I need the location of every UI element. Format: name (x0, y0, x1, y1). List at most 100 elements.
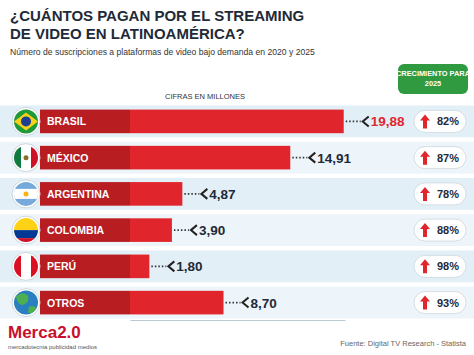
category-label: PERÚ (47, 260, 76, 272)
category-box (40, 255, 130, 279)
flag-part (14, 112, 38, 130)
category-box (40, 218, 130, 242)
growth-label: 88% (437, 224, 459, 236)
flag-part (31, 142, 42, 174)
row-background (0, 105, 474, 137)
growth-label: 78% (437, 188, 459, 200)
data-label: 14,91 (317, 151, 351, 166)
flag (10, 178, 42, 210)
row-background (0, 178, 474, 210)
growth-pill (414, 147, 466, 169)
growth-label: 93% (437, 297, 459, 309)
x-axis (131, 320, 346, 321)
pointer (243, 298, 249, 308)
leader-line (292, 157, 307, 159)
category-box (40, 146, 130, 170)
leader-line (226, 302, 241, 304)
flag (10, 142, 42, 174)
row-background (0, 287, 474, 319)
flag-part (28, 306, 37, 313)
chart-root: ¿CUÁNTOS PAGAN POR EL STREAMINGDE VIDEO … (0, 0, 474, 355)
growth-label: 98% (437, 260, 459, 272)
category-box (40, 110, 130, 134)
growth-pill (414, 292, 466, 314)
growth-label: 87% (437, 152, 459, 164)
category-label: OTROS (47, 297, 84, 309)
flag-icon (10, 250, 42, 282)
flag-part (10, 238, 42, 246)
growth-header-line: CRECIMIENTO PARA (396, 69, 471, 78)
growth-arrow (420, 259, 430, 273)
bar (130, 255, 149, 279)
flag-part (24, 191, 29, 196)
title-line: ¿CUÁNTOS PAGAN POR EL STREAMING (10, 7, 304, 24)
leader-line (346, 121, 361, 123)
leader-line (151, 266, 166, 268)
flag-part (21, 250, 31, 282)
data-label: 8,70 (251, 296, 277, 311)
flag-icon (10, 142, 42, 174)
growth-pill (414, 110, 466, 132)
flag-part (31, 250, 42, 282)
growth-arrow (420, 223, 430, 237)
category-label: MÉXICO (47, 152, 88, 164)
row-background (0, 214, 474, 246)
pointer (201, 189, 207, 199)
bar (130, 218, 172, 242)
pointer (168, 261, 174, 271)
growth-header: CRECIMIENTO PARA2025 (396, 69, 471, 88)
bar (130, 291, 224, 315)
data-label: 19,88 (371, 114, 405, 129)
category-label: ARGENTINA (47, 188, 110, 200)
category-label: COLOMBIA (47, 224, 105, 236)
growth-pill (414, 183, 466, 205)
subtitle: Número de suscripciones a plataformas de… (10, 47, 315, 57)
units-note: CIFRAS EN MILLONES (165, 92, 245, 101)
growth-arrow (420, 114, 430, 128)
flag-part (21, 142, 31, 174)
flag-part (10, 214, 42, 230)
growth-arrow (420, 296, 430, 310)
pointer (191, 225, 197, 235)
bar (130, 146, 290, 170)
leader-line (184, 193, 199, 195)
data-label: 4,87 (209, 187, 235, 202)
leader-line (174, 229, 189, 231)
flag (10, 214, 42, 246)
growth-arrow (420, 187, 430, 201)
flag-part (24, 155, 29, 160)
flag-icon (10, 287, 42, 319)
category-label: BRASIL (47, 115, 87, 127)
labels: BRASIL MÉXICO ARGENTINA COLOMBIA PERÚ OTROS 19… (47, 110, 466, 313)
flag-part (10, 178, 42, 210)
flag (10, 287, 42, 319)
source: Fuente: Digital TV Research - Statista (340, 339, 467, 348)
title: ¿CUÁNTOS PAGAN POR EL STREAMINGDE VIDEO … (10, 7, 304, 42)
logo: Merca2.0 (8, 323, 81, 342)
row-background (0, 250, 474, 282)
background (0, 0, 474, 355)
growth-header-line: 2025 (425, 79, 441, 88)
pointer (309, 153, 315, 163)
growth-arrow (420, 151, 430, 165)
flag-part (10, 142, 21, 174)
title-line: DE VIDEO EN LATINOAMÉRICA? (10, 25, 245, 42)
bar (130, 182, 182, 206)
flag-icon (10, 178, 42, 210)
flag (10, 250, 42, 282)
bar (130, 110, 344, 134)
data-label: 1,80 (176, 259, 202, 274)
category-box (40, 182, 130, 206)
category-box (40, 291, 130, 315)
flag-part (10, 230, 42, 238)
flag-part (21, 116, 31, 126)
flag-part (10, 250, 21, 282)
flag-part (16, 293, 29, 305)
bars (130, 110, 344, 315)
pointer (363, 116, 369, 126)
growth-pill (414, 255, 466, 277)
flag-part (10, 105, 42, 137)
flag-icon (10, 214, 42, 246)
flag-icon (10, 105, 42, 137)
x-axis-line (131, 320, 346, 321)
